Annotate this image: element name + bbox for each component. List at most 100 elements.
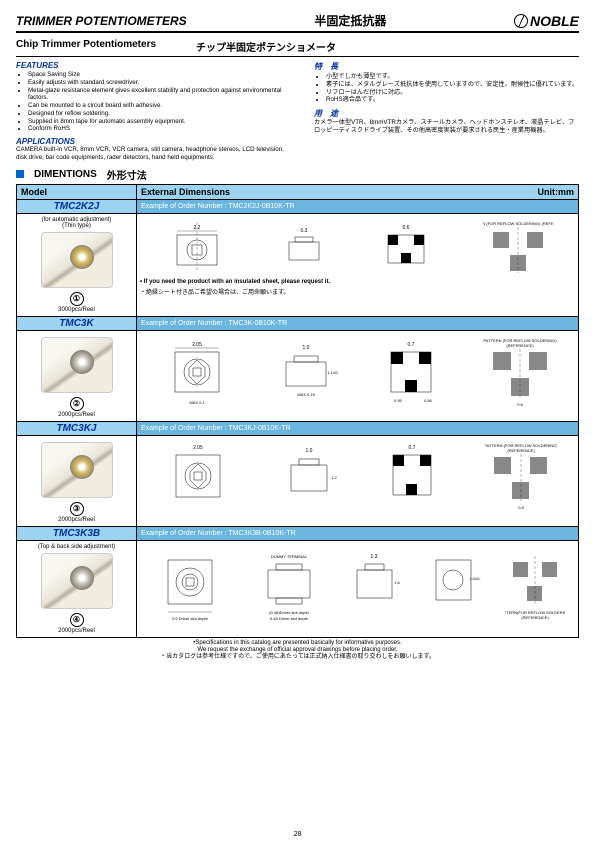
drawing-bottom-icon: 1.0±0.1 — [426, 544, 481, 624]
model-header: Model — [17, 184, 137, 199]
divider — [16, 31, 579, 33]
svg-text:0.8: 0.8 — [518, 402, 524, 407]
svg-text:0.6: 0.6 — [403, 225, 410, 231]
feature-item: Can be mounted to a circuit board with a… — [28, 102, 296, 110]
model-num: ② — [70, 397, 84, 411]
feature-item: Supplied in 8mm tape for automatic assem… — [28, 118, 296, 126]
drawing-pattern-icon: PATTERN (FOR REFLOW SOLDERING) (REFERENC… — [483, 217, 553, 277]
feature-item: Space Saving Size — [28, 71, 296, 79]
svg-text:1.6: 1.6 — [395, 580, 401, 585]
model-name: TMC3K3B — [17, 526, 137, 540]
model-num: ③ — [70, 502, 84, 516]
svg-text:0.95: 0.95 — [394, 398, 403, 403]
title-en: TRIMMER POTENTIOMETERS — [16, 14, 187, 28]
model-body: (Top & back side adjustment) ④ 2000pcs/R… — [17, 540, 137, 637]
svg-text:1.1±0.1: 1.1±0.1 — [327, 370, 339, 375]
svg-text:1.0±0.1: 1.0±0.1 — [470, 576, 482, 581]
drawing-side-icon: 1.0 MAX 0.15 1.1±0.1 — [274, 334, 339, 409]
drawing-top-icon: 0.5 Driver slot depth — [150, 544, 230, 624]
dim-en: DIMENTIONS — [34, 169, 97, 180]
svg-text:DUMMY TERMINAL: DUMMY TERMINAL — [271, 554, 308, 559]
brand-text: NOBLE — [530, 13, 579, 29]
part-photo — [41, 232, 113, 288]
title-jp: 半固定抵抗器 — [314, 12, 386, 29]
feature-jp-item: 素子には、メタルグレーズ抵抗体を使用していますので、安定性、耐候性に優れています… — [326, 81, 579, 89]
tech-drawings: 2.2 0.3 0.6 PATTERN (FOR REFLOW SOLDERIN… — [140, 217, 575, 277]
svg-text:2.05: 2.05 — [192, 342, 202, 348]
intro-columns: FEATURES Space Saving Size Easily adjust… — [16, 61, 579, 163]
model-subtitle: (Top & back side adjustment) — [20, 544, 133, 550]
model-subtitle: (for automatic adjustment) (Thin type) — [20, 217, 133, 229]
applications-jp-heading: 用 途 — [314, 108, 579, 119]
page-number: 28 — [0, 831, 595, 838]
table-row: ③ 2000pcs/Reel 2.05 1.0 1.2 0.7 PATTERN (… — [17, 435, 579, 526]
svg-text:0.5 Driver slot depth: 0.5 Driver slot depth — [172, 616, 208, 621]
pkg-label: 2000pcs/Reel — [20, 517, 133, 523]
dimensions-heading: DIMENTIONS 外形寸法 — [16, 167, 579, 182]
tech-drawings: 2.05MAX 0.1 1.0 MAX 0.15 1.1±0.1 0.7 0.95 0.… — [140, 334, 575, 409]
feature-item: Conform RoHS — [28, 125, 296, 133]
sub-en: Chip Trimmer Potentiometers — [16, 39, 156, 54]
dim-body: 2.05MAX 0.1 1.0 MAX 0.15 1.1±0.1 0.7 0.95 0.… — [137, 330, 579, 421]
drawing-bottom-icon: 0.70.950.56 — [376, 334, 446, 409]
left-col: FEATURES Space Saving Size Easily adjust… — [16, 61, 296, 163]
order-example: Example of Order Number : TMC2K2J-0B10K-… — [137, 199, 579, 213]
svg-text:0.45 Driver slot depth: 0.45 Driver slot depth — [270, 616, 308, 621]
sub-jp: チップ半固定ポテンショメータ — [196, 39, 336, 54]
model-body: ③ 2000pcs/Reel — [17, 435, 137, 526]
order-example: Example of Order Number : TMC3KJ-0B10K-T… — [137, 421, 579, 435]
svg-text:2.05: 2.05 — [193, 445, 203, 451]
feature-jp-item: 小型でしかも薄型です。 — [326, 73, 579, 81]
feature-item: Metal-glaze resistance element gives exc… — [28, 87, 296, 103]
dim-body: 0.5 Driver slot depth DUMMY TERMINAL(0.4… — [137, 540, 579, 637]
applications-text: CAMERA built-in VCR, 8mm VCR, VCR camera… — [16, 146, 296, 163]
svg-text:1.2: 1.2 — [331, 475, 337, 480]
model-name: TMC3K — [17, 316, 137, 330]
page: TRIMMER POTENTIOMETERS 半固定抵抗器 NOBLE Chip… — [0, 0, 595, 842]
svg-text:1.0: 1.0 — [302, 345, 309, 351]
model-num: ① — [70, 292, 84, 306]
feature-item: Easily adjusts with standard screwdriver… — [28, 79, 296, 87]
drawing-top-icon: 2.05MAX 0.1 — [157, 334, 237, 409]
foot-line: ・当カタログは参考仕様ですので、ご使用にあたっては正式納入仕様書の取り交わしをお… — [16, 654, 579, 661]
footnote: •Specifications in this catalog are pres… — [16, 640, 579, 662]
table-row: (for automatic adjustment) (Thin type) ①… — [17, 213, 579, 316]
ext-header: External Dimensions Unit:mm — [137, 184, 579, 199]
dimensions-table: Model External Dimensions Unit:mm TMC2K2… — [16, 184, 579, 638]
foot-line: •Specifications in this catalog are pres… — [16, 640, 579, 647]
svg-text:1.3: 1.3 — [371, 554, 378, 560]
svg-text:1.0: 1.0 — [305, 448, 312, 454]
drawing-bottom-icon: 0.7 — [379, 439, 444, 511]
model-name: TMC2K2J — [17, 199, 137, 213]
brand: NOBLE — [514, 13, 579, 29]
feature-item: Designed for reflow soldering. — [28, 110, 296, 118]
table-row: TMC3K Example of Order Number : TMC3K-0B… — [17, 316, 579, 330]
table-row: (Top & back side adjustment) ④ 2000pcs/R… — [17, 540, 579, 637]
svg-text:0.7: 0.7 — [409, 445, 416, 451]
tech-drawings: 0.5 Driver slot depth DUMMY TERMINAL(0.4… — [140, 544, 575, 624]
drawing-pattern-icon: PATTERN (FOR REFLOW SOLDERING)(REFERENCE… — [483, 334, 558, 409]
features-heading: FEATURES — [16, 61, 296, 70]
order-example: Example of Order Number : TMC3K-0B10K-TR — [137, 316, 579, 330]
table-row: TMC3K3B Example of Order Number : TMC3K3… — [17, 526, 579, 540]
drawing-top-icon: 2.2 — [162, 217, 232, 277]
model-body: (for automatic adjustment) (Thin type) ①… — [17, 213, 137, 316]
svg-text:MAX 0.15: MAX 0.15 — [297, 392, 315, 397]
table-row: TMC2K2J Example of Order Number : TMC2K2… — [17, 199, 579, 213]
drawing-side-icon: 0.3 — [279, 217, 329, 277]
drawing-bottom-icon: 0.6 — [376, 217, 436, 277]
dim-body: 2.2 0.3 0.6 PATTERN (FOR REFLOW SOLDERIN… — [137, 213, 579, 316]
pkg-label: 2000pcs/Reel — [20, 412, 133, 418]
table-row: ② 2000pcs/Reel 2.05MAX 0.1 1.0MAX 0.151.… — [17, 330, 579, 421]
drawing-side2-icon: 1.3 1.6 — [347, 544, 402, 624]
applications-jp-text: カメラ一体型VTR、8mmVTRカメラ、スチールカメラ、ヘッドホンステレオ、液晶… — [314, 119, 579, 136]
divider-thin — [16, 56, 579, 57]
svg-text:0.7: 0.7 — [408, 342, 415, 348]
svg-text:(REFERENCE): (REFERENCE) — [507, 448, 535, 453]
svg-text:PATTERN (FOR REFLOW SOLDERING): PATTERN (FOR REFLOW SOLDERING) (REFERENC… — [483, 221, 553, 226]
part-photo — [41, 442, 113, 498]
model-name: TMC3KJ — [17, 421, 137, 435]
right-col: 特 長 小型でしかも薄型です。 素子には、メタルグレーズ抵抗体を使用していますの… — [314, 61, 579, 163]
svg-text:0.3: 0.3 — [300, 228, 307, 234]
drawing-pattern-icon: PATTERN (FOR REFLOW SOLDERING)(REFERENCE… — [485, 439, 557, 511]
